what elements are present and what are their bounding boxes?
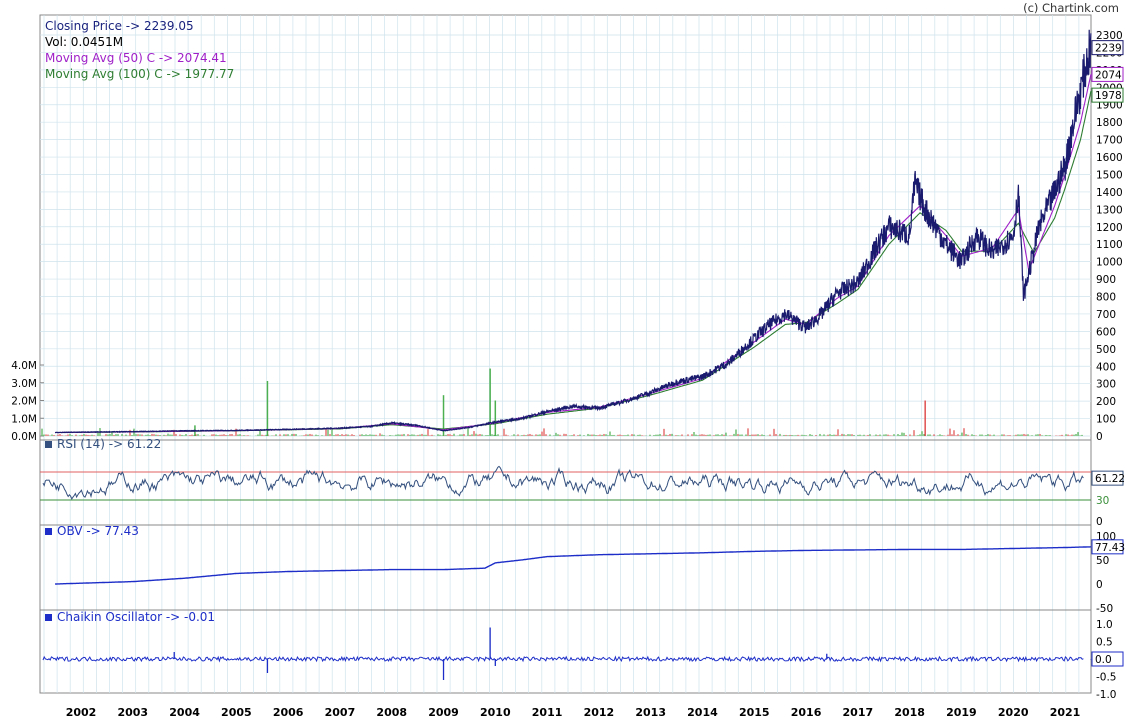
ma50-value-tag-box bbox=[1091, 66, 1124, 82]
price-tick-label: 1400 bbox=[1096, 187, 1123, 199]
price-tick-label: 1900 bbox=[1096, 100, 1123, 112]
year-label: 2009 bbox=[428, 706, 459, 719]
price-tick-label: 1700 bbox=[1096, 135, 1123, 147]
price-tick-label: 100 bbox=[1096, 414, 1116, 426]
price-tick-label: 1000 bbox=[1096, 257, 1123, 269]
chaikin-tick-label: -0.5 bbox=[1096, 672, 1117, 684]
price-tick-label: 1200 bbox=[1096, 222, 1123, 234]
ma100-value-tag: 1978 bbox=[1095, 90, 1122, 102]
obv-value-tag: 77.43 bbox=[1095, 542, 1125, 554]
close-value-tag: 2239 bbox=[1095, 43, 1122, 55]
close-price-line bbox=[54, 29, 1092, 434]
obv-label: OBV -> 77.43 bbox=[45, 524, 139, 538]
price-tick-label: 1500 bbox=[1096, 169, 1123, 181]
legend-close: Closing Price -> 2239.05 bbox=[45, 19, 194, 33]
rsi-label: RSI (14) -> 61.22 bbox=[45, 437, 161, 451]
price-tick-label: 800 bbox=[1096, 292, 1116, 304]
obv-legend-square bbox=[45, 528, 52, 535]
obv-label-text: OBV -> 77.43 bbox=[57, 524, 139, 538]
year-label: 2005 bbox=[221, 706, 252, 719]
chaikin-value-tag-box bbox=[1091, 651, 1124, 667]
price-tick-label: 400 bbox=[1096, 361, 1116, 373]
year-label: 2003 bbox=[117, 706, 148, 719]
year-label: 2018 bbox=[894, 706, 925, 719]
chaikin-tick-label: -1.0 bbox=[1096, 689, 1117, 701]
year-label: 2017 bbox=[843, 706, 874, 719]
year-label: 2006 bbox=[273, 706, 304, 719]
price-tick-label: 1600 bbox=[1096, 152, 1123, 164]
year-label: 2004 bbox=[169, 706, 200, 719]
volume-tick-label: 4.0M bbox=[11, 360, 37, 372]
rsi-legend-square bbox=[45, 441, 52, 448]
year-label: 2010 bbox=[480, 706, 511, 719]
ma100-value-tag-box bbox=[1091, 87, 1124, 103]
price-tick-label: 600 bbox=[1096, 326, 1116, 338]
year-label: 2020 bbox=[998, 706, 1029, 719]
year-label: 2015 bbox=[739, 706, 770, 719]
legend-ma100: Moving Avg (100) C -> 1977.77 bbox=[45, 67, 235, 81]
year-label: 2012 bbox=[584, 706, 615, 719]
volume-tick-label: 1.0M bbox=[11, 413, 37, 425]
volume-tick-label: 2.0M bbox=[11, 396, 37, 408]
chaikin-tick-label: 0.5 bbox=[1096, 637, 1113, 649]
obv-tick-label: 50 bbox=[1096, 555, 1109, 567]
price-tick-label: 1100 bbox=[1096, 239, 1123, 251]
year-label: 2014 bbox=[687, 706, 718, 719]
year-label: 2019 bbox=[946, 706, 977, 719]
obv-line bbox=[55, 546, 1091, 585]
rsi-line bbox=[42, 465, 1084, 500]
year-label: 2002 bbox=[66, 706, 97, 719]
rsi-label-text: RSI (14) -> 61.22 bbox=[57, 437, 162, 451]
legend-ma50: Moving Avg (50) C -> 2074.41 bbox=[45, 51, 227, 65]
obv-tick-label: -50 bbox=[1096, 603, 1113, 615]
price-tick-label: 500 bbox=[1096, 344, 1116, 356]
price-tick-label: 1800 bbox=[1096, 117, 1123, 129]
price-tick-label: 700 bbox=[1096, 309, 1116, 321]
rsi-tick-label: 0 bbox=[1096, 516, 1103, 528]
rsi-value-tag: 61.22 bbox=[1095, 473, 1125, 485]
chaikin-label: Chaikin Oscillator -> -0.01 bbox=[45, 610, 215, 624]
year-label: 2011 bbox=[532, 706, 563, 719]
year-label: 2016 bbox=[791, 706, 822, 719]
year-label: 2013 bbox=[635, 706, 666, 719]
chaikin-tick-label: 1.0 bbox=[1096, 619, 1113, 631]
rsi-tick-label: 30 bbox=[1096, 495, 1109, 507]
price-tick-label: 0 bbox=[1096, 431, 1103, 443]
copyright-text: (c) Chartink.com bbox=[1023, 1, 1119, 15]
year-label: 2007 bbox=[325, 706, 356, 719]
chaikin-legend-square bbox=[45, 614, 52, 621]
close-value-tag-box bbox=[1091, 40, 1124, 56]
year-label: 2021 bbox=[1050, 706, 1081, 719]
obv-value-tag-box bbox=[1091, 539, 1124, 555]
price-tick-label: 1300 bbox=[1096, 204, 1123, 216]
rsi-value-tag-box bbox=[1091, 470, 1124, 486]
price-tick-label: 2300 bbox=[1096, 30, 1123, 42]
price-tick-label: 200 bbox=[1096, 396, 1116, 408]
legend-vol: Vol: 0.0451M bbox=[45, 35, 124, 49]
chaikin-label-text: Chaikin Oscillator -> -0.01 bbox=[57, 610, 216, 624]
year-label: 2008 bbox=[376, 706, 407, 719]
chaikin-value-tag: 0.0 bbox=[1095, 654, 1112, 666]
price-tick-label: 900 bbox=[1096, 274, 1116, 286]
plot-frame bbox=[39, 14, 1092, 694]
ma50-value-tag: 2074 bbox=[1095, 69, 1122, 81]
chaikin-line bbox=[42, 655, 1084, 663]
price-tick-label: 300 bbox=[1096, 379, 1116, 391]
volume-tick-label: 0.0M bbox=[11, 431, 37, 443]
obv-tick-label: 0 bbox=[1096, 579, 1103, 591]
volume-tick-label: 3.0M bbox=[11, 378, 37, 390]
